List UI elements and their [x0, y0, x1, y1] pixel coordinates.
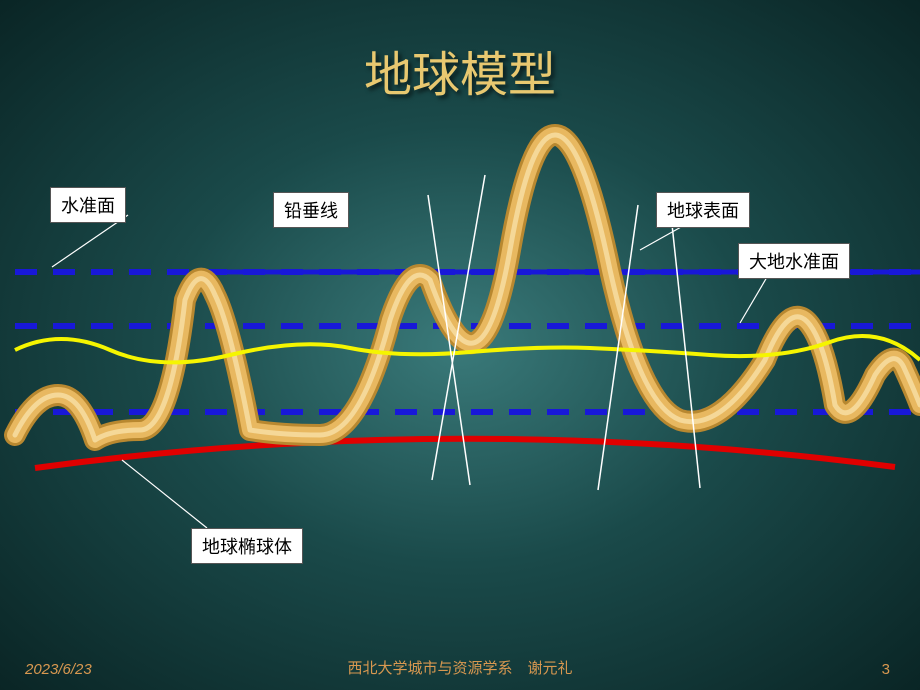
- label-earth-surface: 地球表面: [656, 192, 750, 228]
- plumb-line-3: [598, 205, 638, 490]
- earth-surface-shadow: [15, 135, 920, 440]
- callout-geoid: [740, 272, 770, 323]
- plumb-line-4: [671, 215, 700, 488]
- callout-ellipsoid: [122, 460, 207, 528]
- footer-page: 3: [882, 661, 890, 678]
- label-level-surface: 水准面: [50, 187, 126, 223]
- plumb-line-2: [432, 175, 485, 480]
- earth-surface-highlight: [15, 135, 920, 440]
- label-ellipsoid: 地球椭球体: [191, 528, 303, 564]
- plumb-line-1: [428, 195, 470, 485]
- earth-surface-curve: [15, 135, 920, 440]
- footer-date: 2023/6/23: [25, 661, 92, 678]
- label-geoid: 大地水准面: [738, 243, 850, 279]
- geoid-wave: [15, 336, 920, 362]
- ellipsoid-arc: [35, 439, 895, 468]
- page-title: 地球模型: [364, 35, 556, 105]
- footer-center: 西北大学城市与资源学系 谢元礼: [347, 657, 572, 678]
- label-plumb-line: 铅垂线: [273, 192, 349, 228]
